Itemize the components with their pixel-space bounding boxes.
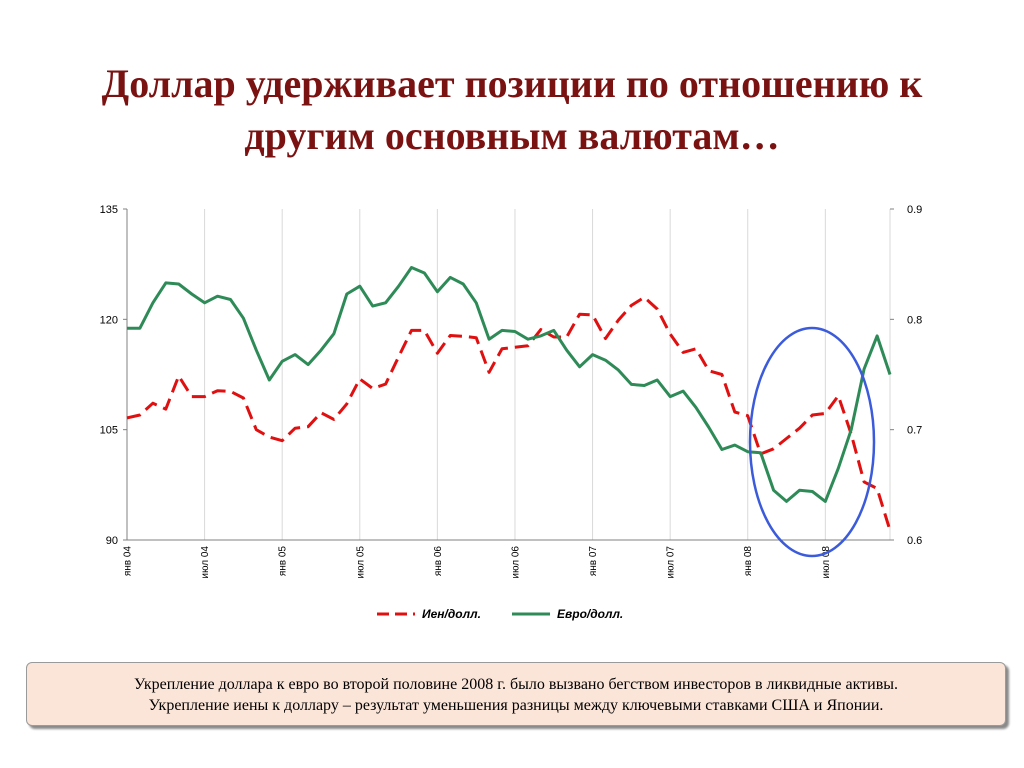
x-tick-label: янв 06: [433, 546, 444, 577]
chart-series: [126, 266, 892, 531]
slide-title-line-2: другим основным валютам…: [244, 113, 780, 158]
x-tick-label: июл 05: [355, 546, 366, 579]
exchange-rate-chart: янв 04 июл 04 янв 05 июл 05 янв 06 июл 06 янв …: [100, 204, 923, 621]
y-left-tick-label: 105: [100, 425, 118, 437]
legend-label-yen: Иен/долл.: [422, 607, 481, 621]
x-tick-label: июл 04: [200, 546, 211, 579]
highlight-ellipse: [748, 326, 876, 558]
y-right-tick-label: 0.9: [907, 204, 922, 216]
y-right-tick-label: 0.8: [907, 314, 922, 326]
y-left-tick-label: 90: [106, 535, 118, 547]
y-left-tick-label: 135: [100, 204, 118, 216]
chart-legend: Иен/долл. Евро/долл.: [377, 607, 623, 621]
x-tick-label: янв 05: [278, 546, 289, 577]
y-right-tick-label: 0.7: [907, 425, 922, 437]
series-line-yen: [126, 295, 892, 531]
x-tick-label: июл 08: [821, 546, 832, 579]
explanation-line-2: Укрепление иены к доллару – результат ум…: [148, 697, 884, 714]
slide-title: Доллар удерживает позиции по отношению к…: [0, 58, 1024, 162]
x-tick-label: янв 04: [123, 546, 134, 577]
chart-highlight: [748, 326, 876, 558]
x-tick-label: июл 07: [666, 546, 677, 579]
x-tick-label: янв 07: [588, 546, 599, 577]
y-left-tick-label: 120: [100, 314, 118, 326]
x-tick-label: июл 06: [510, 546, 521, 579]
legend-label-euro: Евро/долл.: [557, 607, 623, 621]
explanation-line-1: Укрепление доллара к евро во второй поло…: [133, 676, 899, 693]
x-tick-label: янв 08: [743, 546, 754, 577]
explanation-box: Укрепление доллара к евро во второй поло…: [26, 662, 1006, 726]
series-line-euro: [127, 266, 892, 503]
chart-axes: янв 04 июл 04 янв 05 июл 05 янв 06 июл 06 янв …: [100, 204, 923, 579]
y-right-tick-label: 0.6: [907, 535, 922, 547]
chart-grid: [204, 209, 891, 540]
slide-title-line-1: Доллар удерживает позиции по отношению к: [101, 61, 923, 106]
